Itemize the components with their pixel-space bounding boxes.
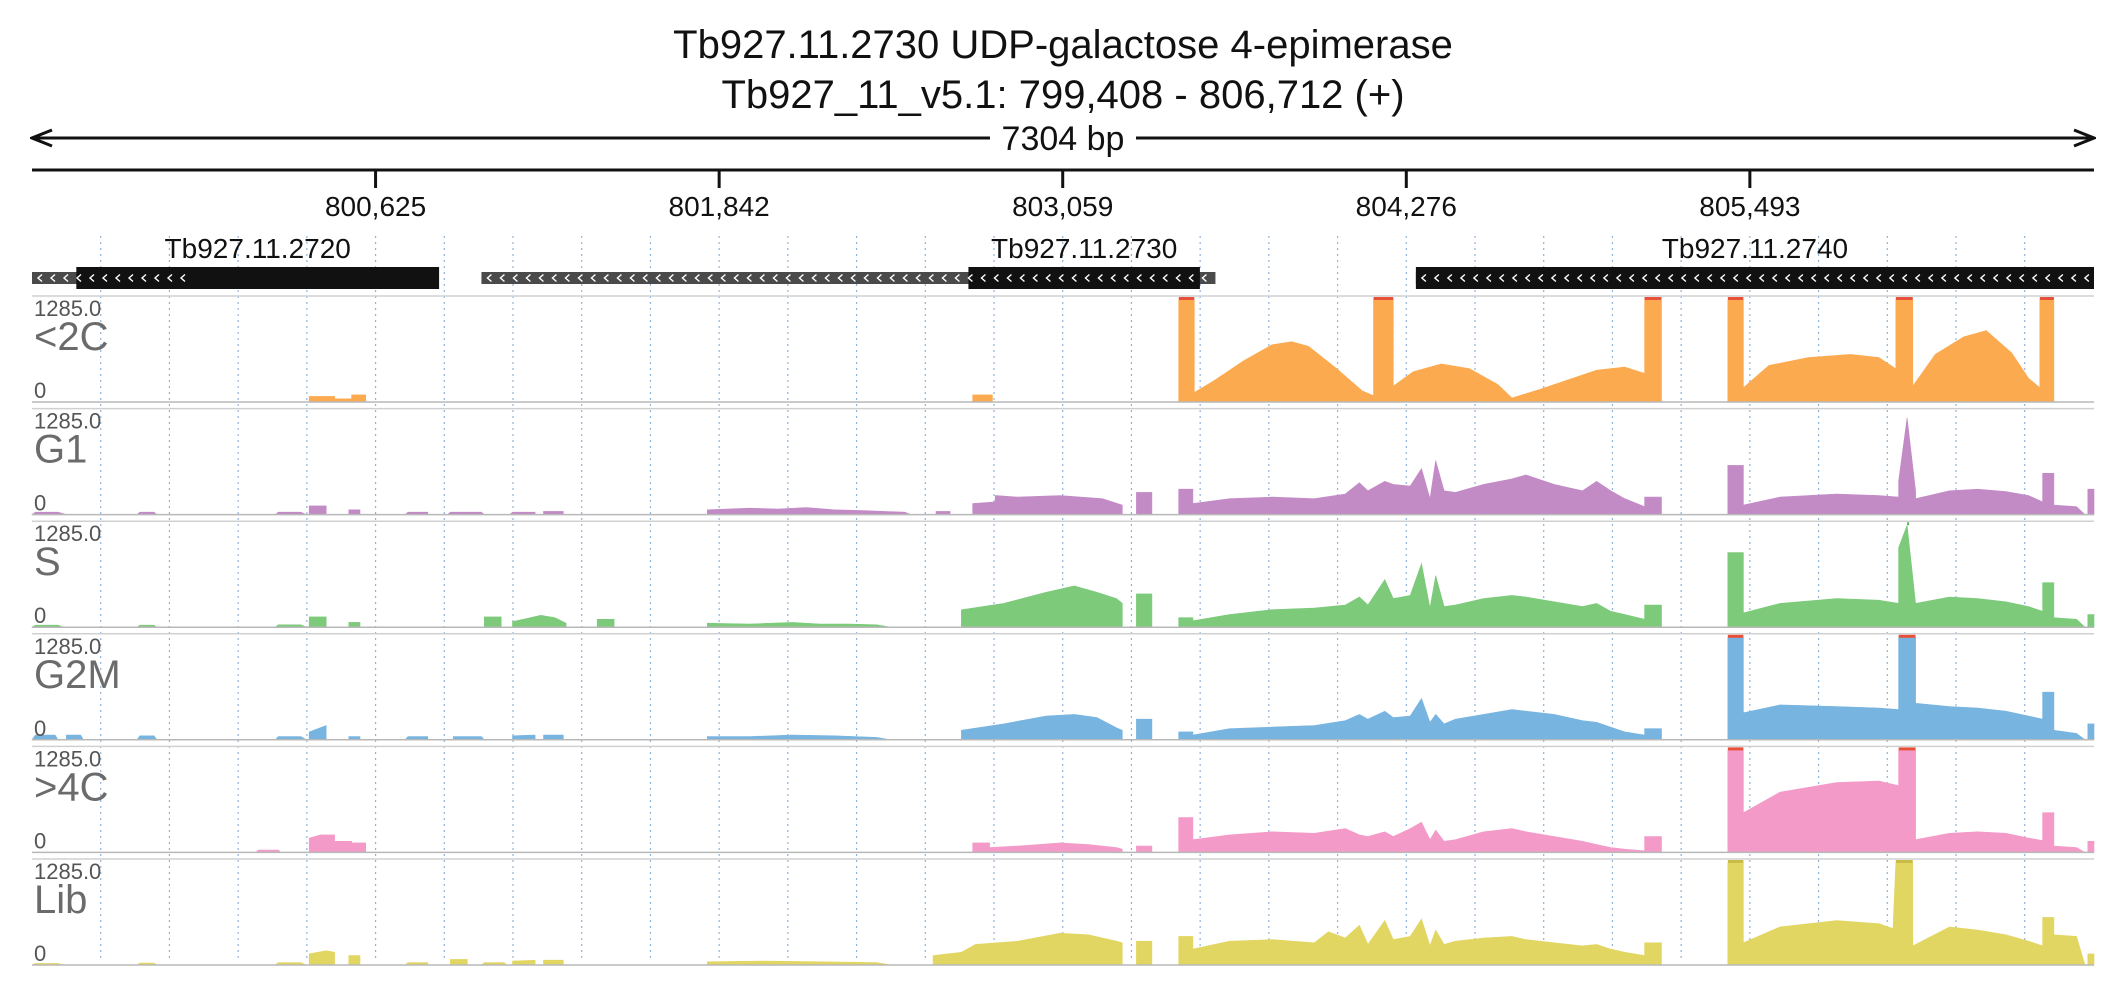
track-name-4: >4C	[34, 765, 109, 809]
track-ymin-label-3: 0	[34, 716, 46, 741]
span-indicator: 7304 bp	[32, 120, 2094, 158]
coverage-area-3	[31, 637, 2095, 741]
chart-subtitle: Tb927_11_v5.1: 799,408 - 806,712 (+)	[721, 73, 1404, 117]
track-ymin-label-5: 0	[34, 941, 46, 966]
track-4: 1285.0>4C 0	[32, 745, 2095, 853]
gene-strand-arrows-2	[1420, 273, 2090, 283]
axis-tick-label-1: 801,842	[669, 191, 770, 222]
track-ymin-label-0: 0	[34, 378, 46, 403]
track-name-5: Lib	[34, 878, 87, 922]
clipped-peak-marker	[1727, 634, 1744, 638]
gene-label-2: Tb927.11.2740	[1662, 233, 1848, 264]
track-ymin-label-4: 0	[34, 828, 46, 853]
clipped-peak-marker	[1907, 522, 1910, 526]
coverage-area-5	[31, 862, 2095, 966]
chart-title: Tb927.11.2730 UDP-galactose 4-epimerase	[673, 23, 1453, 67]
clipped-peak-marker	[1373, 297, 1394, 300]
clipped-peak-marker	[1898, 747, 1916, 751]
track-name-1: G1	[34, 428, 87, 472]
track-ymax-label-0: 1285.0	[34, 296, 101, 321]
span-length-label: 7304 bp	[1002, 120, 1125, 158]
track-ymin-label-1: 0	[34, 491, 46, 516]
coverage-area-1	[31, 417, 2095, 515]
gene-model-0: Tb927.11.2720	[32, 233, 440, 289]
track-1: 1285.0G1 0	[31, 407, 2095, 516]
coverage-area-2	[30, 525, 2095, 628]
coverage-area-0	[32, 299, 2094, 403]
track-0: 1285.0<2C 0	[32, 295, 2094, 403]
gene-model-1: Tb927.11.2730	[481, 233, 1216, 289]
gene-strand-arrows-1	[486, 273, 1207, 283]
gene-models: Tb927.11.2720 Tb927.11.2730 Tb927.11.2740	[32, 233, 2094, 289]
clipped-peak-marker	[1895, 860, 1913, 863]
track-ymax-label-3: 1285.0	[34, 634, 101, 659]
track-name-2: S	[34, 540, 61, 584]
clipped-peak-marker	[1727, 860, 1744, 863]
gene-cds-1	[968, 267, 1200, 289]
track-ymax-label-2: 1285.0	[34, 521, 101, 546]
gene-strand-arrows-0	[36, 273, 186, 283]
gene-label-1: Tb927.11.2730	[991, 233, 1177, 264]
gene-cds-2	[1415, 267, 2094, 289]
track-2: 1285.0S 0	[30, 520, 2095, 628]
track-name-3: G2M	[34, 653, 121, 697]
clipped-peak-marker	[1727, 747, 1744, 751]
gene-label-0: Tb927.11.2720	[165, 233, 351, 264]
axis-tick-label-2: 803,059	[1012, 191, 1113, 222]
clipped-peak-marker	[1178, 297, 1195, 300]
clipped-peak-marker	[1898, 634, 1916, 638]
track-ymax-label-1: 1285.0	[34, 409, 101, 434]
clipped-peak-marker	[1644, 297, 1662, 300]
axis-tick-label-3: 804,276	[1356, 191, 1457, 222]
clipped-peak-marker	[2039, 297, 2054, 300]
clipped-peak-marker	[1895, 297, 1913, 300]
axis-ticks: 800,625 801,842 803,059 804,276 805,493	[325, 170, 1800, 222]
track-name-0: <2C	[34, 315, 109, 359]
track-ymax-label-4: 1285.0	[34, 746, 101, 771]
track-ymin-label-2: 0	[34, 603, 46, 628]
gene-cds-0	[76, 267, 440, 289]
axis-tick-label-0: 800,625	[325, 191, 426, 222]
track-ymax-label-5: 1285.0	[34, 859, 101, 884]
gene-model-2: Tb927.11.2740	[1415, 233, 2094, 289]
axis-tick-label-4: 805,493	[1699, 191, 1800, 222]
coverage-tracks: 1285.0<2C01285.0G101285.0S01285.0G2M0128…	[30, 295, 2095, 966]
clipped-peak-marker	[1727, 297, 1744, 300]
